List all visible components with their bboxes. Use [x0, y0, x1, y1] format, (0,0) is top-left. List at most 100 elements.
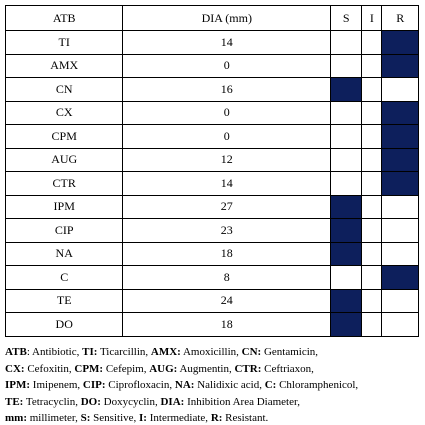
atb-cell: CX	[4, 100, 124, 125]
header-cell: S	[330, 5, 363, 31]
definition: : Antibiotic,	[26, 346, 83, 358]
result-cell	[381, 241, 419, 266]
dia-cell: 18	[122, 241, 332, 266]
result-cell	[361, 241, 383, 266]
atb-cell: CTR	[4, 171, 124, 196]
abbreviation: IPM:	[5, 379, 31, 391]
row: CX 0	[4, 100, 419, 125]
row: DO 18	[4, 312, 419, 337]
abbreviation: mm:	[5, 412, 27, 424]
atb-cell: CN	[4, 77, 124, 102]
dia-cell: 0	[122, 53, 332, 78]
row: TE 24	[4, 288, 419, 313]
result-mark	[381, 100, 419, 125]
definition: Tetracyclin,	[23, 395, 81, 408]
footnote: ATB: Antibiotic, TI: Ticarcillin, AMX: A…	[5, 344, 419, 425]
abbreviation: DO:	[80, 395, 101, 408]
definition: Intermediate,	[146, 412, 211, 424]
abbreviation: CN:	[241, 346, 262, 358]
dia-cell: 12	[122, 147, 332, 172]
row: CPM 0	[4, 124, 419, 149]
result-cell	[330, 30, 363, 55]
definition: Nalidixic acid,	[194, 379, 265, 391]
result-mark	[330, 241, 363, 266]
footnote-line: TE: Tetracyclin, DO: Doxycyclin, DIA: In…	[5, 394, 419, 411]
definition: Doxycyclin,	[100, 395, 161, 408]
row: AUG 12	[4, 147, 419, 172]
result-mark	[381, 30, 419, 55]
dia-cell: 14	[122, 30, 332, 55]
atb-cell: TI	[4, 30, 124, 55]
result-cell	[381, 312, 419, 337]
result-mark	[330, 312, 363, 337]
definition: Augmentin,	[177, 362, 235, 375]
result-cell	[361, 53, 383, 78]
definition: Ticarcillin,	[97, 346, 151, 358]
row: NA 18	[4, 241, 419, 266]
footnote-line: ATB: Antibiotic, TI: Ticarcillin, AMX: A…	[5, 344, 419, 361]
abbreviation: CTR:	[234, 362, 262, 375]
result-mark	[381, 124, 419, 149]
header-cell: ATB	[4, 5, 124, 31]
dia-cell: 24	[122, 288, 332, 313]
definition: Imipenem,	[30, 379, 83, 391]
result-cell	[381, 77, 419, 102]
results-table: ATB DIA (mm) S I R TI 14 AMX 0 CN 16 CX 0 CPM 0 AUG 12 CT…	[4, 5, 419, 337]
dia-cell: 18	[122, 312, 332, 337]
abbreviation: R:	[210, 412, 223, 424]
result-cell	[330, 100, 363, 125]
abbreviation: TI:	[82, 346, 98, 358]
result-cell	[330, 171, 363, 196]
footnote-line: mm: millimeter, S: Sensitive, I: Interme…	[5, 410, 419, 425]
definition: Cefoxitin,	[24, 362, 75, 375]
result-cell	[361, 171, 383, 196]
abbreviation: C:	[264, 379, 277, 391]
atb-cell: C	[4, 265, 124, 290]
result-mark	[381, 147, 419, 172]
abbreviation: I:	[139, 412, 147, 424]
result-cell	[361, 30, 383, 55]
dia-cell: 0	[122, 124, 332, 149]
result-cell	[361, 265, 383, 290]
result-mark	[330, 288, 363, 313]
definition: Amoxicillin,	[180, 346, 242, 358]
definition: Cefepim,	[103, 362, 150, 375]
result-mark	[381, 53, 419, 78]
dia-cell: 27	[122, 194, 332, 219]
definition: Ceftriaxon,	[261, 362, 314, 375]
result-mark	[381, 265, 419, 290]
atb-cell: CIP	[4, 218, 124, 243]
result-cell	[381, 218, 419, 243]
footnote-line: CX: Cefoxitin, CPM: Cefepim, AUG: Augmen…	[5, 361, 419, 378]
abbreviation: CPM:	[74, 362, 104, 375]
atb-cell: AMX	[4, 53, 124, 78]
result-cell	[330, 147, 363, 172]
abbreviation: ATB	[5, 346, 27, 358]
atb-cell: NA	[4, 241, 124, 266]
definition: Resistant.	[222, 412, 269, 424]
dia-cell: 16	[122, 77, 332, 102]
abbreviation: NA:	[174, 379, 195, 391]
dia-cell: 14	[122, 171, 332, 196]
abbreviation: CX:	[5, 362, 25, 375]
abbreviation: S:	[80, 412, 91, 424]
atb-cell: DO	[4, 312, 124, 337]
row: IPM 27	[4, 194, 419, 219]
definition: Inhibition Area Diameter,	[184, 395, 300, 408]
result-cell	[361, 218, 383, 243]
row: AMX 0	[4, 53, 419, 78]
result-cell	[361, 147, 383, 172]
result-cell	[330, 265, 363, 290]
abbreviation: TE:	[5, 395, 24, 408]
footnote-line: IPM: Imipenem, CIP: Ciprofloxacin, NA: N…	[5, 377, 419, 394]
result-cell	[330, 53, 363, 78]
header-cell: DIA (mm)	[122, 5, 332, 31]
atb-cell: AUG	[4, 147, 124, 172]
result-mark	[330, 194, 363, 219]
result-cell	[361, 194, 383, 219]
header-cell: R	[381, 5, 419, 31]
atb-cell: CPM	[4, 124, 124, 149]
definition: millimeter,	[27, 412, 81, 424]
